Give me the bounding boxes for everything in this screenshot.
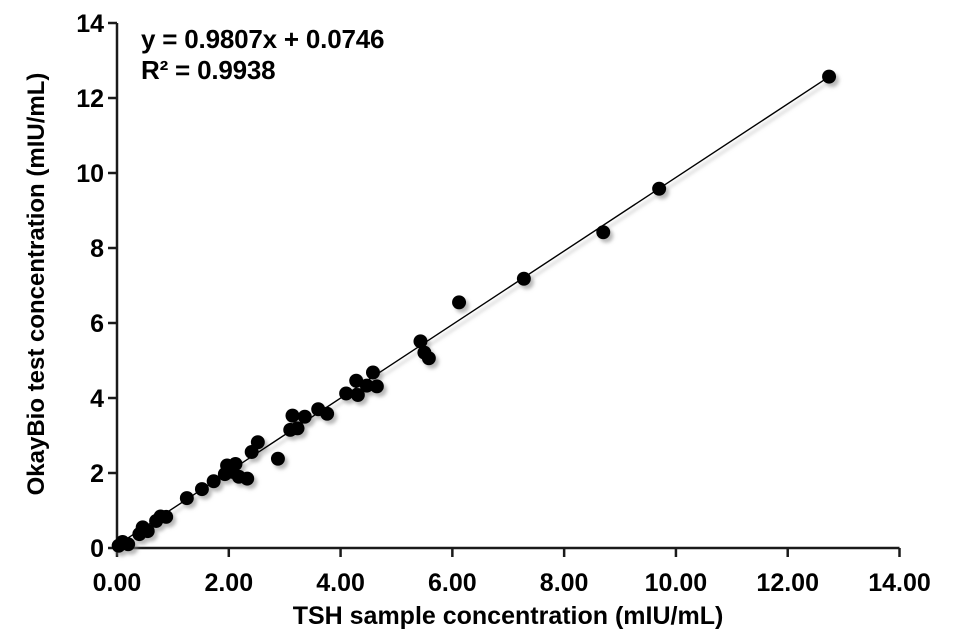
data-point — [369, 379, 384, 394]
data-point — [228, 457, 243, 471]
regression-equation: y = 0.9807x + 0.0746 — [141, 24, 385, 54]
data-point — [822, 69, 837, 84]
data-point — [206, 474, 221, 489]
x-axis-title: TSH sample concentration (mIU/mL) — [292, 602, 724, 630]
y-tick-label: 12 — [76, 85, 104, 113]
x-tick-label: 2.00 — [204, 569, 253, 597]
y-tick-label: 2 — [90, 460, 104, 488]
data-point — [159, 509, 174, 524]
data-point — [452, 295, 467, 310]
y-tick-label: 14 — [76, 10, 104, 38]
y-tick-label: 6 — [90, 310, 104, 338]
tick-labels: 0.00 2.00 4.00 6.00 8.00 10.00 12.00 14.00 0 2 4 6 8… — [76, 10, 931, 597]
data-point — [250, 435, 265, 450]
data-point — [349, 373, 364, 388]
data-point — [121, 537, 136, 552]
data-point — [179, 491, 194, 506]
data-point — [596, 225, 611, 240]
y-tick-label: 8 — [90, 235, 104, 263]
data-point — [413, 334, 428, 349]
data-point — [285, 408, 300, 423]
data-point — [290, 421, 305, 436]
x-tick-label: 12.00 — [756, 569, 819, 597]
data-point — [652, 181, 667, 196]
y-tick-label: 0 — [90, 535, 104, 563]
data-point — [297, 409, 312, 424]
r-squared-label: R² = 0.9938 — [141, 55, 276, 85]
data-point — [339, 386, 354, 401]
data-point — [320, 406, 335, 421]
regression-annotation: y = 0.9807x + 0.0746 R² = 0.9938 — [141, 24, 384, 86]
x-tick-label: 8.00 — [540, 569, 589, 597]
data-point — [194, 482, 209, 497]
x-tick-label: 0.00 — [93, 569, 142, 597]
x-tick-label: 6.00 — [428, 569, 477, 597]
data-point — [365, 365, 380, 380]
data-point — [270, 451, 285, 466]
data-point — [140, 524, 155, 539]
data-point — [350, 388, 365, 402]
y-tick-label: 4 — [90, 385, 104, 413]
data-point — [516, 271, 531, 286]
x-tick-label: 4.00 — [316, 569, 365, 597]
data-point — [240, 471, 255, 486]
data-point — [421, 351, 436, 366]
x-tick-label: 14.00 — [868, 569, 931, 597]
y-axis-title: OkayBio test concentration (mIU/mL) — [23, 72, 50, 496]
y-tick-label: 10 — [76, 160, 104, 188]
data-point — [359, 378, 374, 393]
x-tick-label: 10.00 — [645, 569, 708, 597]
data-series — [111, 69, 837, 553]
